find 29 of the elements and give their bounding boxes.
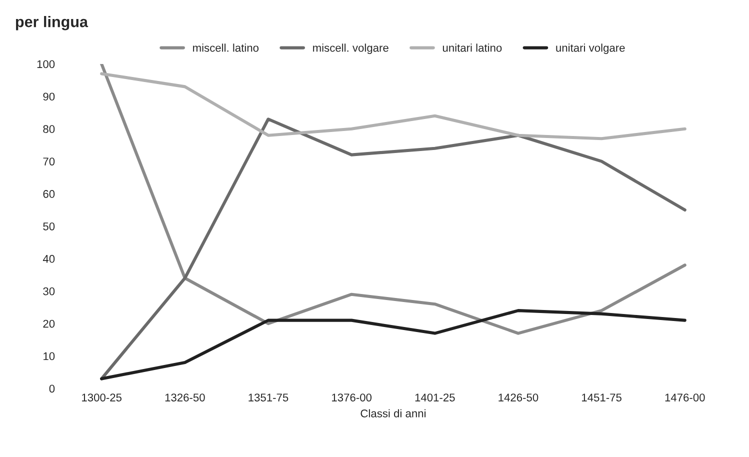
y-tick-label: 80 bbox=[43, 125, 55, 134]
line-series bbox=[100, 118, 686, 380]
line-series bbox=[100, 72, 686, 140]
y-tick-label: 30 bbox=[43, 287, 55, 296]
legend-label: unitari volgare bbox=[556, 44, 625, 54]
x-tick-label: 1401-25 bbox=[415, 394, 455, 402]
chart-title: per lingua bbox=[16, 16, 88, 30]
legend-label: miscell. volgare bbox=[313, 44, 388, 54]
x-tick-label: 1476-00 bbox=[665, 394, 705, 402]
x-tick-label: 1300-25 bbox=[82, 394, 122, 402]
legend-label: unitari latino bbox=[442, 44, 502, 52]
x-tick-label: 1351-75 bbox=[248, 394, 288, 402]
y-tick-label: 100 bbox=[37, 60, 55, 68]
x-tick-label: 1426-50 bbox=[498, 394, 538, 402]
y-tick-label: 90 bbox=[43, 92, 55, 101]
y-tick-label: 20 bbox=[43, 320, 55, 328]
y-tick-label: 0 bbox=[49, 384, 55, 393]
x-tick-label: 1326-50 bbox=[165, 394, 205, 402]
x-tick-label: 1376-00 bbox=[332, 394, 372, 402]
legend-label: miscell. latino bbox=[193, 44, 259, 52]
line-series bbox=[100, 64, 686, 335]
y-tick-label: 60 bbox=[43, 190, 55, 198]
y-tick-label: 50 bbox=[43, 222, 55, 230]
x-axis-title: Classi di anni bbox=[360, 409, 426, 418]
line-series bbox=[100, 309, 686, 380]
y-tick-label: 10 bbox=[44, 352, 55, 360]
x-tick-label: 1451-75 bbox=[582, 394, 622, 402]
y-tick-label: 40 bbox=[42, 254, 55, 263]
y-tick-label: 70 bbox=[43, 158, 55, 166]
